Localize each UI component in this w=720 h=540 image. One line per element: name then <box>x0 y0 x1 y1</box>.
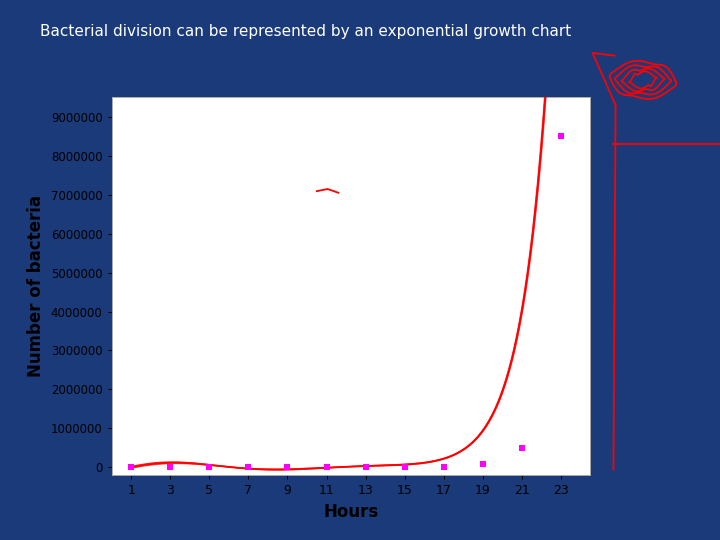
Text: Bacterial division can be represented by an exponential growth chart: Bacterial division can be represented by… <box>40 24 571 39</box>
X-axis label: Hours: Hours <box>323 503 379 521</box>
Y-axis label: Number of bacteria: Number of bacteria <box>27 195 45 377</box>
